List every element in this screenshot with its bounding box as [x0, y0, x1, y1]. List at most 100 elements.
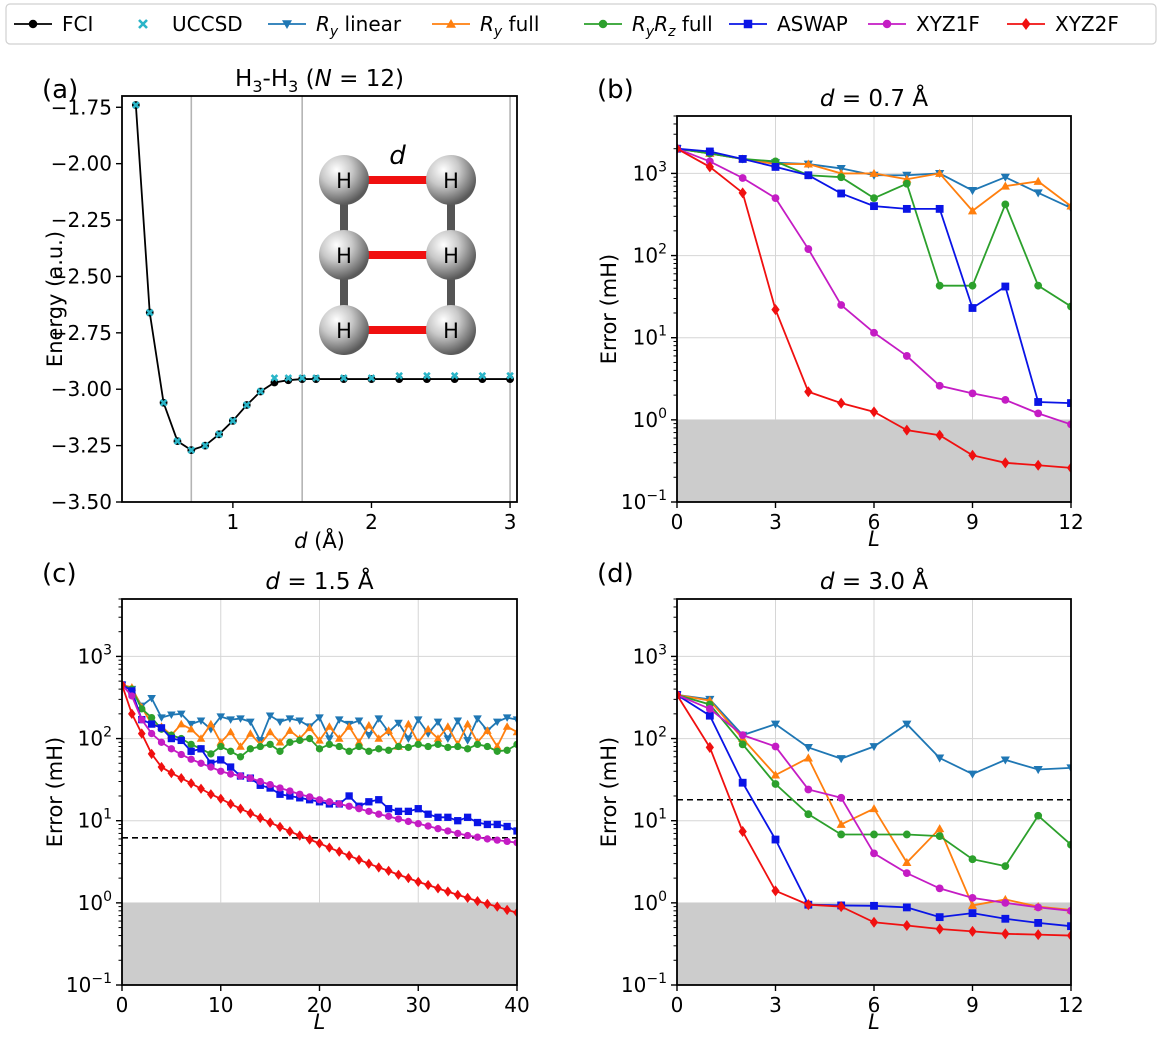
data-point	[365, 858, 373, 869]
bond-label: d	[389, 141, 406, 171]
data-point	[423, 724, 433, 733]
y-tick-label: 102	[78, 725, 112, 751]
data-point	[705, 704, 714, 713]
data-point	[513, 827, 517, 835]
data-point	[226, 727, 235, 736]
data-point	[1000, 756, 1010, 765]
data-point	[284, 374, 293, 382]
data-point	[503, 746, 511, 754]
hydrogen-atom	[426, 305, 476, 355]
data-point	[869, 743, 879, 752]
chemical-accuracy-region	[122, 902, 517, 985]
data-point	[276, 790, 284, 798]
series-ryrz-full	[122, 681, 517, 761]
data-point	[335, 742, 343, 751]
data-point	[295, 717, 305, 725]
data-point	[705, 147, 714, 156]
data-point	[296, 736, 304, 745]
data-point	[335, 800, 343, 808]
data-point	[967, 187, 978, 196]
data-point	[1034, 811, 1043, 820]
data-point	[503, 904, 511, 916]
panel-d: (d) 0 3 6 9 12 10−1 100 101 102 103 d = 3.0 Å L Error…	[597, 559, 1084, 1034]
data-point	[424, 879, 432, 891]
data-point	[473, 740, 482, 749]
data-point	[375, 796, 383, 804]
data-point	[197, 783, 205, 794]
panel-c: (c) 0 10 20 30 40 10−1 100 101 102 103 d = 1.5 Å L Er…	[42, 559, 530, 1034]
data-point	[236, 715, 245, 723]
data-point	[771, 885, 780, 897]
data-point	[335, 846, 344, 857]
data-point	[394, 719, 403, 728]
data-point	[266, 740, 274, 749]
data-point	[325, 798, 334, 806]
data-point	[1001, 457, 1010, 469]
legend-entry-ryrz-full: RyRz full	[584, 12, 713, 40]
data-point	[266, 780, 274, 789]
data-point	[870, 830, 878, 839]
data-point	[837, 830, 846, 839]
data-point	[285, 726, 295, 734]
data-point	[738, 187, 747, 199]
data-point	[256, 781, 264, 789]
data-point	[444, 886, 452, 897]
data-point	[345, 792, 353, 800]
data-point	[186, 724, 196, 733]
data-point	[968, 304, 977, 312]
data-point	[295, 830, 304, 841]
y-tick-label: 10−1	[66, 971, 112, 997]
data-point	[286, 826, 294, 837]
data-point	[226, 716, 235, 724]
data-point	[157, 761, 166, 773]
data-point	[1001, 862, 1010, 871]
data-point	[1034, 459, 1043, 471]
y-tick-label: −3.50	[51, 490, 112, 514]
data-point	[1034, 409, 1043, 418]
data-point	[935, 754, 945, 763]
data-point	[967, 206, 978, 215]
x-tick-label: 6	[868, 993, 881, 1017]
data-point	[226, 770, 235, 778]
data-point	[286, 738, 294, 746]
y-tick-label: −2.00	[51, 152, 112, 176]
y-tick-label: −3.25	[51, 434, 112, 458]
data-point	[803, 159, 813, 168]
legend-marker	[446, 19, 456, 28]
data-point	[444, 743, 452, 752]
data-point	[870, 328, 878, 337]
data-point	[216, 713, 226, 721]
data-point	[286, 792, 294, 800]
data-point	[492, 718, 502, 727]
data-point	[138, 715, 146, 724]
data-point	[483, 820, 492, 829]
data-point	[837, 397, 846, 409]
data-point	[513, 839, 517, 847]
y-axis-label: Energy (a.u.)	[43, 231, 67, 367]
data-point	[1001, 395, 1010, 404]
data-point	[450, 371, 459, 380]
data-point	[217, 767, 225, 775]
data-point	[902, 919, 911, 932]
data-point	[404, 817, 413, 826]
legend-marker	[598, 19, 608, 29]
data-point	[176, 710, 186, 719]
data-point	[275, 738, 285, 746]
x-tick-label: 0	[671, 993, 684, 1017]
data-point	[677, 689, 682, 701]
data-point	[226, 798, 235, 810]
y-tick-label: 102	[633, 242, 667, 268]
legend-entry-ry-linear: Ry linear	[268, 12, 402, 40]
data-point	[375, 810, 383, 818]
data-point	[414, 805, 422, 813]
data-point	[423, 371, 431, 380]
data-point	[770, 720, 781, 729]
bond-d	[364, 251, 431, 259]
atom-label: H	[443, 169, 459, 193]
data-point	[902, 204, 911, 213]
data-point	[384, 865, 393, 877]
y-tick-label: −3.00	[51, 377, 112, 401]
data-point	[424, 822, 432, 830]
data-point	[967, 770, 978, 779]
data-point	[512, 727, 517, 736]
